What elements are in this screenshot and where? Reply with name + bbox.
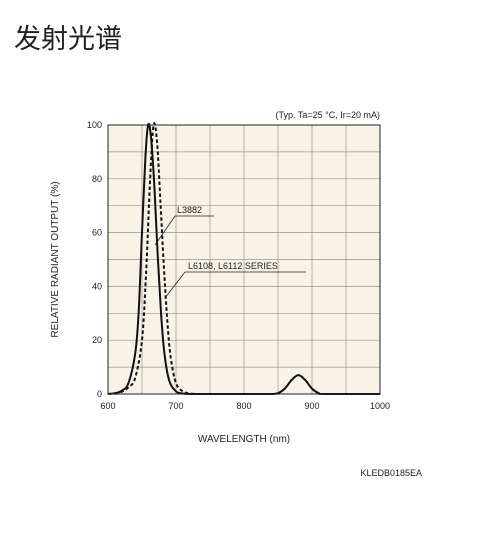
- y-tick-label: 80: [92, 174, 102, 184]
- annotation-label: L3882: [177, 205, 202, 215]
- y-axis-ticks: 0 20 40 60 80 100: [87, 120, 102, 399]
- condition-note: (Typ. Ta=25 °C, Ir=20 mA): [276, 110, 380, 120]
- y-tick-label: 60: [92, 228, 102, 238]
- y-tick-label: 40: [92, 281, 102, 291]
- series-line-l6108-l6112: [114, 122, 197, 395]
- y-tick-label: 20: [92, 335, 102, 345]
- y-tick-label: 0: [97, 389, 102, 399]
- series-line-l3882: [107, 122, 380, 395]
- x-tick-label: 800: [236, 401, 251, 411]
- figure-code: KLEDB0185EA: [360, 468, 422, 478]
- page-title: 发射光谱: [14, 24, 122, 55]
- plot-frame: [107, 124, 381, 395]
- x-tick-label: 900: [304, 401, 319, 411]
- series-annotations: L3882 L6108, L6112 SERIES: [154, 205, 306, 299]
- x-tick-label: 600: [100, 401, 115, 411]
- y-axis-label: RELATIVE RADIANT OUTPUT (%): [50, 181, 61, 337]
- spectrum-curves: [107, 122, 380, 395]
- x-tick-label: 700: [168, 401, 183, 411]
- grid-lines: [108, 125, 380, 394]
- x-tick-label: 1000: [370, 401, 390, 411]
- x-axis-label: WAVELENGTH (nm): [198, 434, 290, 445]
- x-axis-ticks: 600 700 800 900 1000: [100, 401, 390, 411]
- annotation-leader: [154, 215, 176, 246]
- annotation-leader: [164, 271, 186, 299]
- y-tick-label: 100: [87, 120, 102, 130]
- annotation-label: L6108, L6112 SERIES: [188, 261, 278, 271]
